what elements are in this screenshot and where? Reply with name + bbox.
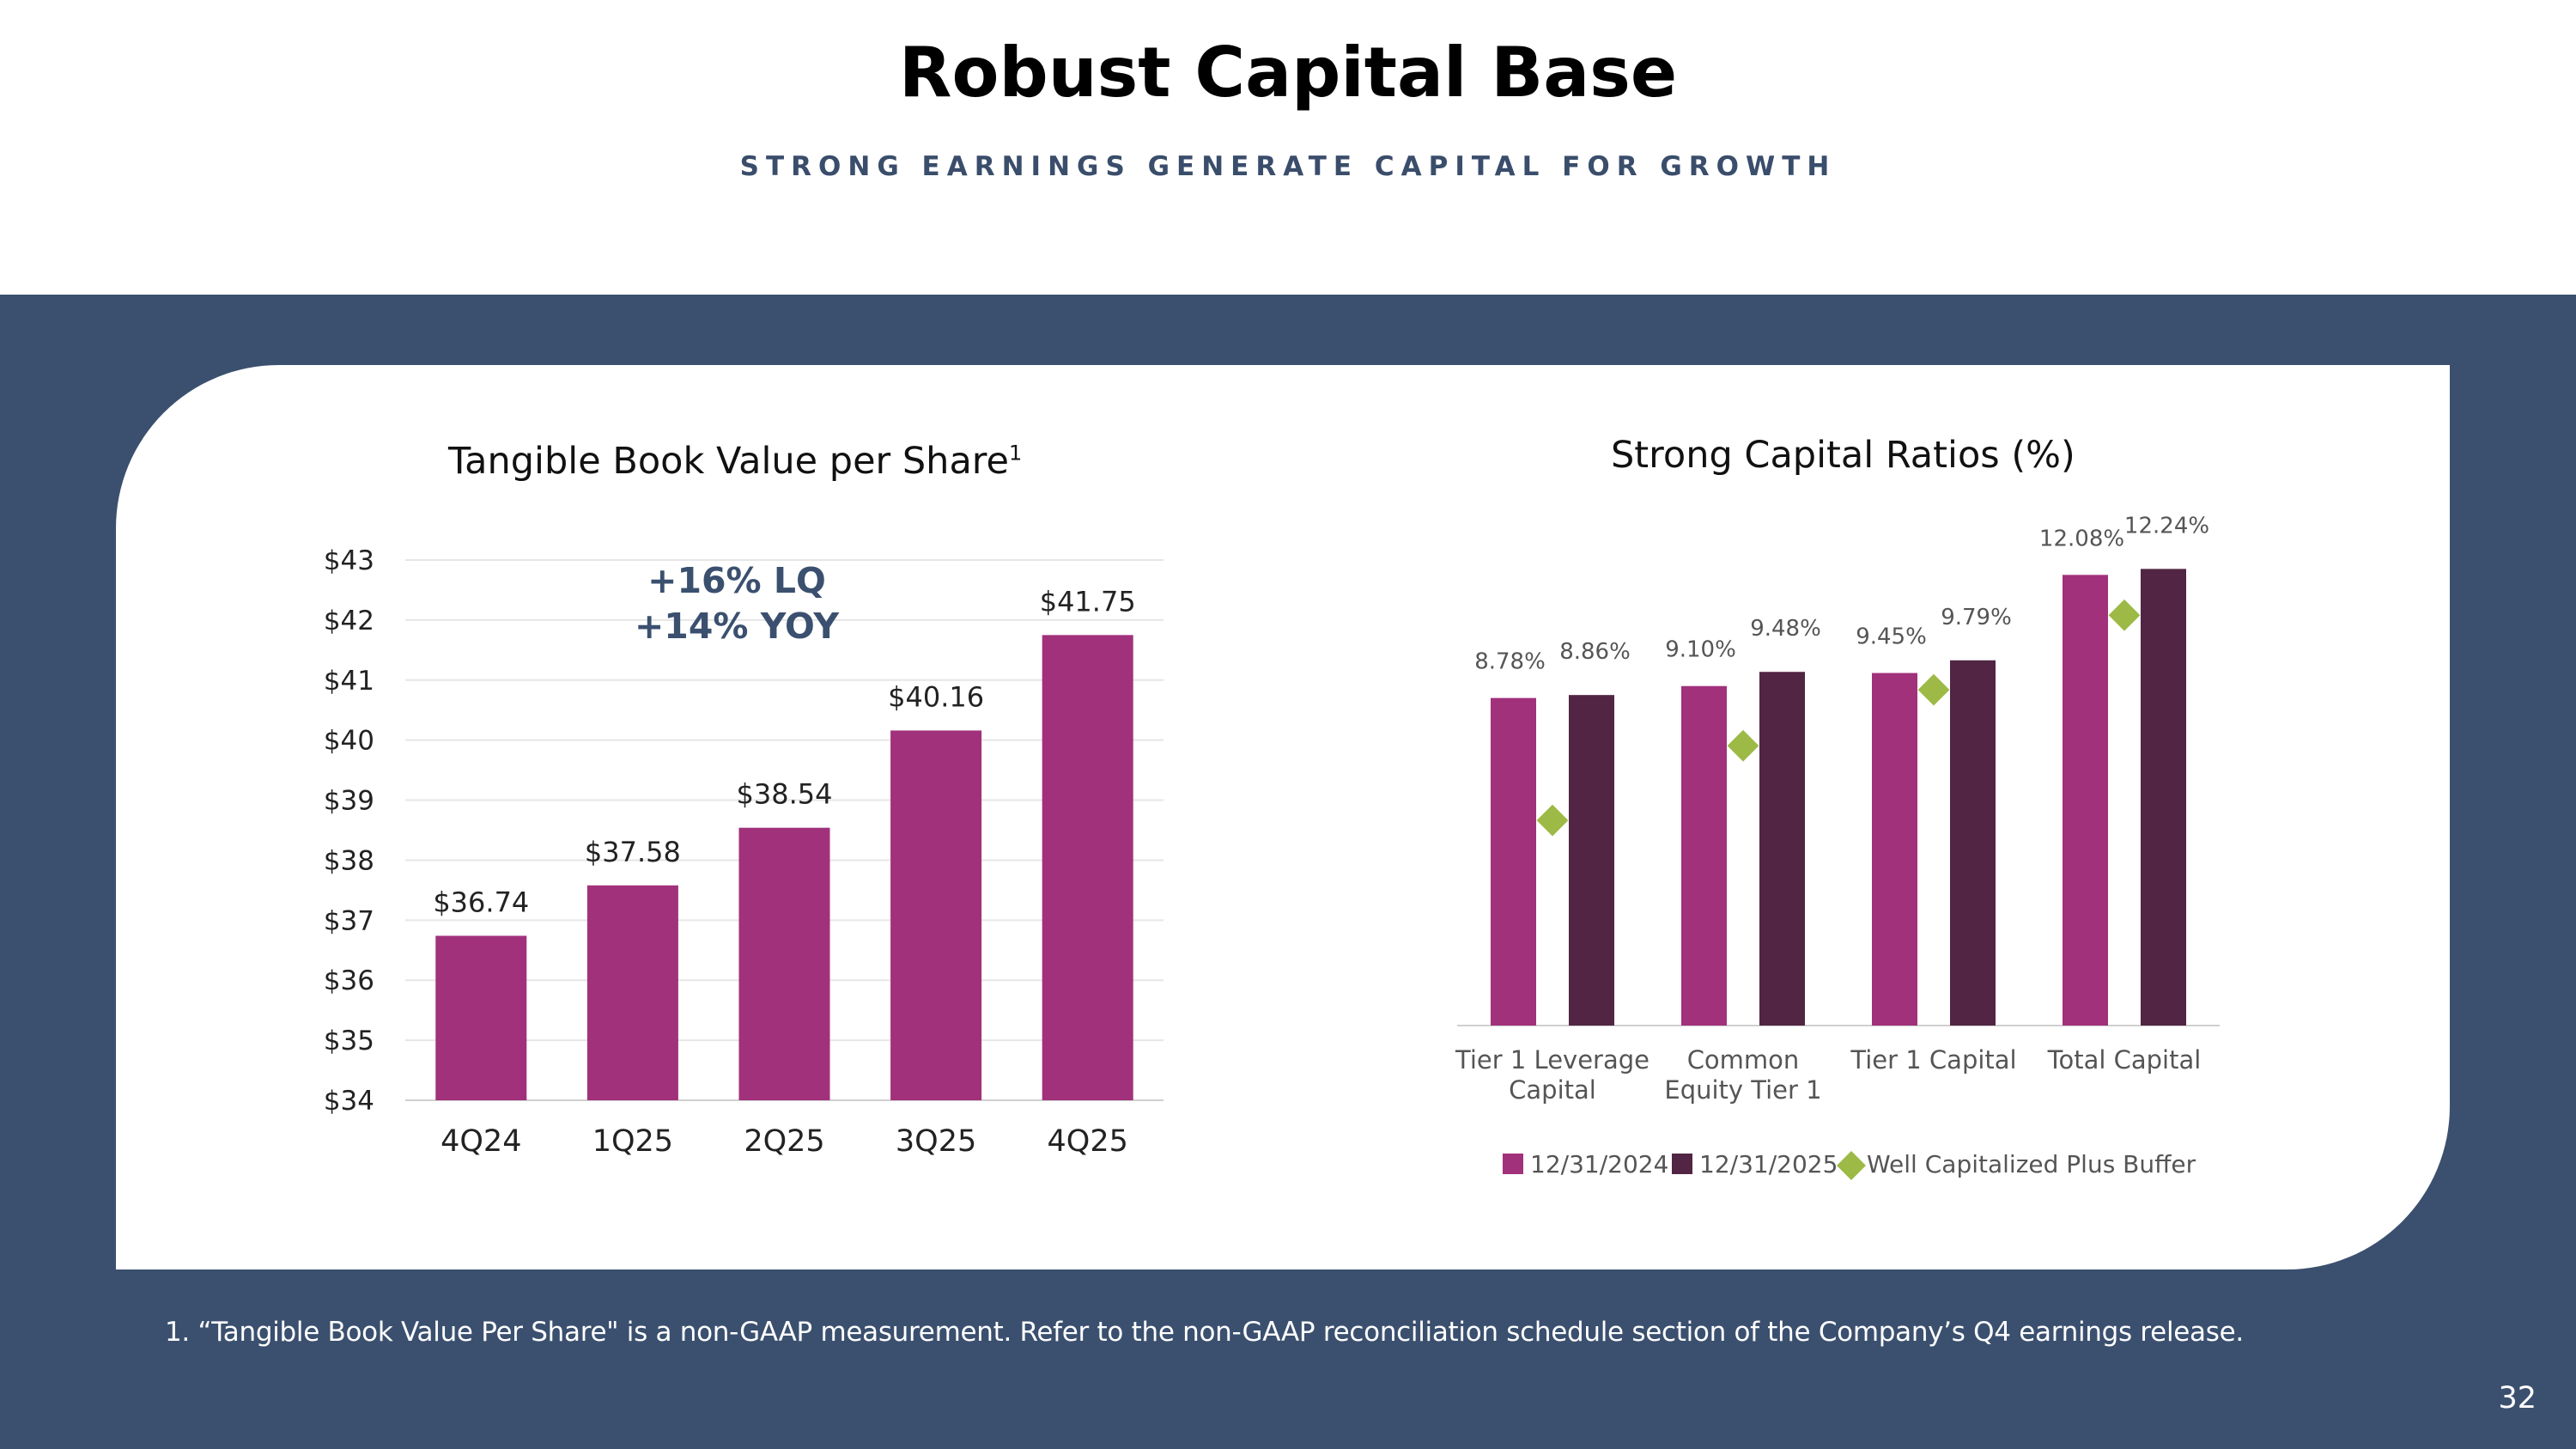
ratios-bar [1569, 695, 1614, 1026]
ratios-buffer-marker [1917, 673, 1950, 706]
ratios-x-tick-label: Equity Tier 1 [1664, 1075, 1821, 1105]
tbv-chart-title-text: Tangible Book Value per Share [448, 440, 1009, 483]
ratios-data-label: 8.86% [1559, 639, 1631, 665]
tbv-y-tick-label: $38 [324, 845, 374, 876]
ratios-legend-marker [1837, 1151, 1866, 1180]
ratios-legend-label: Well Capitalized Plus Buffer [1867, 1150, 2196, 1178]
ratios-bar [1681, 685, 1727, 1026]
tbv-growth-annotation: +16% LQ [647, 560, 826, 601]
ratios-bar [2141, 569, 2186, 1026]
tbv-x-tick-label: 4Q25 [1048, 1124, 1128, 1159]
tbv-x-tick-label: 1Q25 [592, 1124, 673, 1159]
ratios-data-label: 12.08% [2039, 526, 2124, 551]
tbv-y-tick-label: $37 [324, 905, 374, 936]
tbv-bar [586, 885, 678, 1100]
tbv-data-label: $38.54 [737, 778, 833, 811]
tbv-data-label: $41.75 [1040, 585, 1136, 618]
tbv-y-tick-label: $41 [324, 666, 374, 697]
ratios-bar [1872, 673, 1917, 1026]
ratios-data-label: 9.45% [1856, 624, 1927, 650]
tbv-y-tick-label: $42 [324, 606, 374, 636]
ratios-legend-swatch [1672, 1154, 1692, 1174]
ratios-data-label: 12.24% [2124, 513, 2209, 539]
ratios-chart-title: Strong Capital Ratios (%) [1611, 434, 2075, 477]
tbv-y-tick-label: $43 [324, 545, 374, 576]
footnote: 1. “Tangible Book Value Per Share" is a … [165, 1317, 2244, 1348]
slide-title: Robust Capital Base [898, 33, 1678, 113]
tbv-data-label: $40.16 [888, 680, 984, 713]
ratios-legend-label: 12/31/2025 [1699, 1150, 1838, 1178]
ratios-x-tick-label: Tier 1 Capital [1850, 1045, 2016, 1075]
tbv-bar [1042, 635, 1133, 1100]
tbv-y-tick-label: $39 [324, 786, 374, 817]
ratios-data-label: 9.10% [1665, 637, 1736, 663]
tbv-x-tick-label: 4Q24 [440, 1124, 521, 1159]
page-number: 32 [2498, 1381, 2537, 1416]
content-card [116, 365, 2450, 1269]
tbv-data-label: $36.74 [433, 886, 529, 919]
tbv-y-tick-label: $36 [324, 965, 374, 996]
ratios-x-tick-label: Total Capital [2047, 1045, 2202, 1075]
ratios-legend-swatch [1503, 1154, 1523, 1174]
tbv-y-tick-label: $35 [324, 1026, 374, 1056]
tbv-y-tick-label: $40 [324, 726, 374, 757]
ratios-buffer-marker [1536, 804, 1569, 837]
tbv-growth-annotation: +14% YOY [635, 606, 840, 647]
ratios-buffer-marker [2108, 599, 2141, 631]
tbv-title-footnote-mark: 1 [1008, 441, 1023, 466]
slide-subtitle: STRONG EARNINGS GENERATE CAPITAL FOR GRO… [739, 151, 1837, 182]
ratios-bar [1491, 697, 1536, 1026]
tbv-bar [890, 730, 982, 1100]
ratios-buffer-marker [1727, 729, 1759, 762]
tbv-data-label: $37.58 [585, 836, 681, 868]
tbv-bar [435, 935, 527, 1100]
tbv-bar [738, 827, 830, 1100]
tbv-y-tick-label: $34 [324, 1086, 374, 1117]
ratios-data-label: 9.79% [1941, 605, 2012, 630]
tbv-x-tick-label: 2Q25 [744, 1124, 824, 1159]
tbv-x-tick-label: 3Q25 [896, 1124, 976, 1159]
ratios-data-label: 8.78% [1474, 649, 1546, 675]
ratios-x-tick-label: Capital [1509, 1075, 1596, 1105]
ratios-x-tick-label: Common [1687, 1045, 1800, 1075]
tbv-chart-title: Tangible Book Value per Share1 [448, 440, 1022, 483]
ratios-bar [1759, 672, 1805, 1026]
ratios-bar [2063, 575, 2108, 1026]
ratios-bar [1950, 660, 1996, 1026]
ratios-x-tick-label: Tier 1 Leverage [1455, 1045, 1649, 1075]
ratios-legend-label: 12/31/2024 [1530, 1150, 1668, 1178]
ratios-data-label: 9.48% [1750, 616, 1821, 642]
